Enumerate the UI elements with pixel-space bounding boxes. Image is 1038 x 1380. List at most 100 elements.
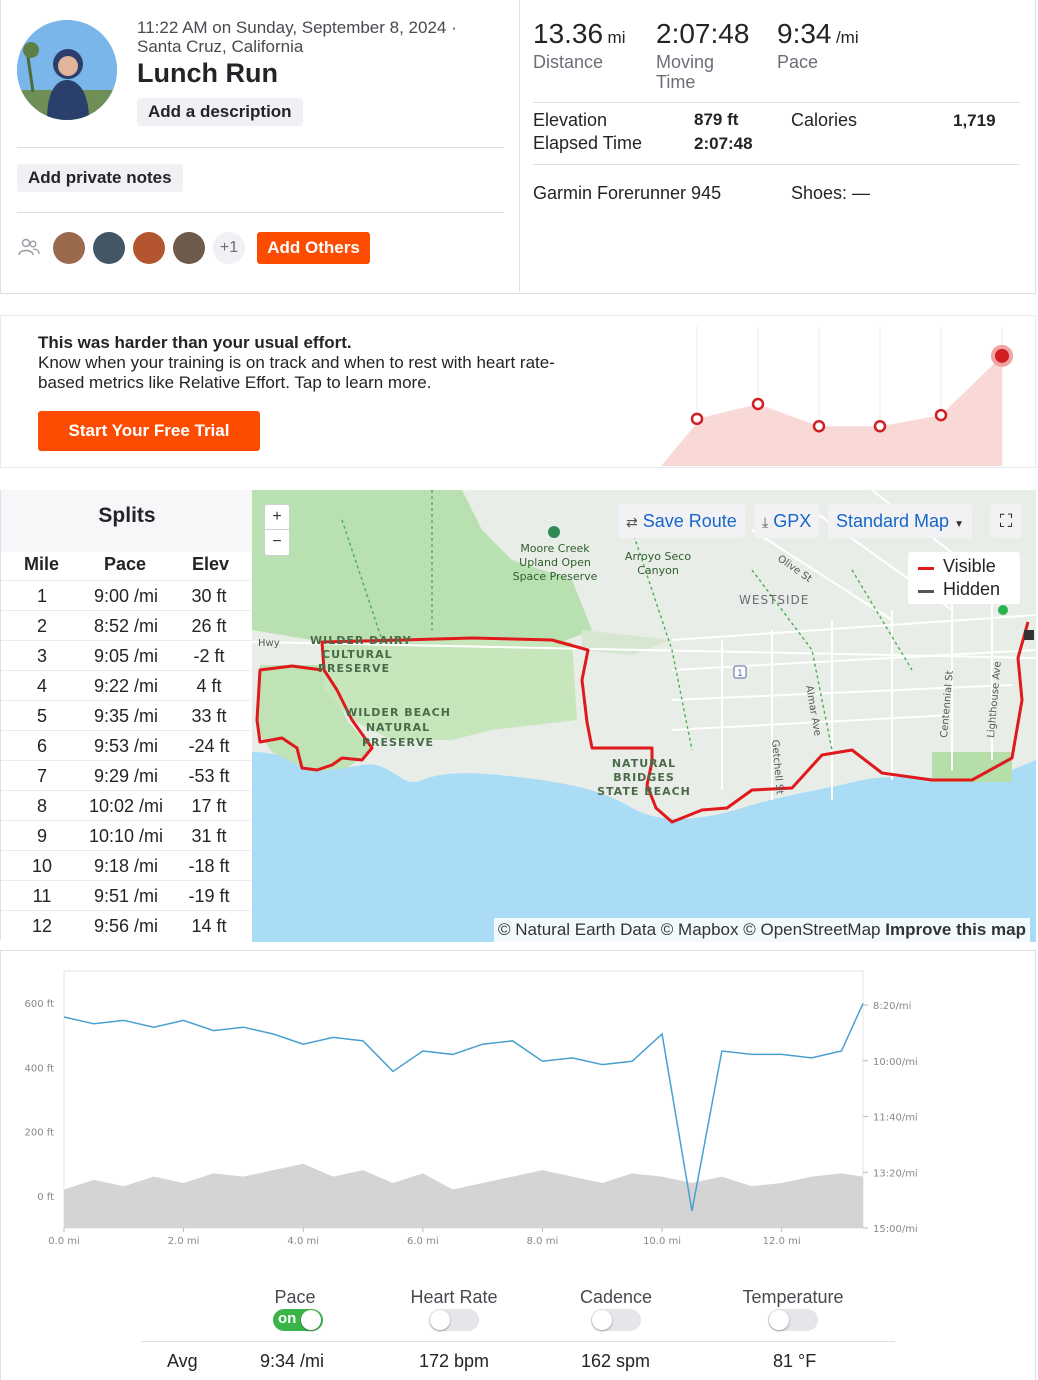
- cadence-avg-value: 162 spm: [581, 1351, 651, 1371]
- map-label-wilder-beach-2: NATURAL: [366, 721, 430, 734]
- attribution-text: © Natural Earth Data © Mapbox © OpenStre…: [498, 920, 881, 939]
- splits-row[interactable]: 7 9:29 /mi -53 ft: [1, 760, 251, 790]
- y-right-tick-label: 10:00/mi: [873, 1057, 918, 1068]
- splits-row[interactable]: 5 9:35 /mi 33 ft: [1, 700, 251, 730]
- athlete-avatar[interactable]: [53, 232, 85, 264]
- x-tick-label: 4.0 mi: [287, 1236, 319, 1247]
- zoom-in-button[interactable]: +: [265, 505, 289, 530]
- x-tick-label: 6.0 mi: [407, 1236, 439, 1247]
- save-route-button[interactable]: ⇄ Save Route: [618, 504, 745, 538]
- split-pace: 10:10 /mi: [88, 826, 164, 846]
- split-elev: 17 ft: [191, 796, 227, 816]
- splits-row[interactable]: 11 9:51 /mi -19 ft: [1, 880, 251, 910]
- map-label-getchell-st: Getchell St: [769, 739, 785, 795]
- map-label-moore-creek-2: Upland Open: [519, 556, 591, 569]
- split-elev: 26 ft: [191, 616, 227, 636]
- splits-row[interactable]: 12 9:56 /mi 14 ft: [1, 910, 251, 940]
- splits-row[interactable]: 2 8:52 /mi 26 ft: [1, 610, 251, 640]
- fullscreen-icon: ⛶: [999, 511, 1013, 531]
- splits-row[interactable]: 4 9:22 /mi 4 ft: [1, 670, 251, 700]
- map-label-wilder-dairy-3: PRESERVE: [318, 662, 390, 675]
- y-left-tick-label: 400 ft: [24, 1063, 54, 1074]
- cadence-toggle[interactable]: [591, 1309, 641, 1331]
- pace-toggle[interactable]: on: [273, 1309, 323, 1331]
- add-description-button[interactable]: Add a description: [137, 98, 303, 126]
- route-finish-marker: [1024, 630, 1034, 640]
- split-pace: 8:52 /mi: [93, 616, 159, 636]
- splits-panel: Splits: [0, 490, 253, 940]
- improve-map-link[interactable]: Improve this map: [885, 920, 1026, 939]
- split-elev: 4 ft: [196, 676, 222, 696]
- x-tick-label: 12.0 mi: [763, 1236, 801, 1247]
- calories-label: Calories: [791, 110, 858, 130]
- gpx-button[interactable]: ⤓ GPX: [754, 504, 820, 538]
- heart-rate-stream-label: Heart Rate: [410, 1287, 498, 1307]
- splits-title: Splits: [1, 490, 253, 552]
- split-elev: -2 ft: [193, 646, 225, 666]
- distance-value: 13.36: [533, 18, 604, 49]
- route-map[interactable]: Moore Creek Upland Open Space Preserve A…: [252, 490, 1036, 942]
- map-label-natural-bridges-3: STATE BEACH: [597, 785, 691, 798]
- athlete-avatar[interactable]: [93, 232, 125, 264]
- avg-label: Avg: [167, 1351, 198, 1371]
- heart-rate-toggle[interactable]: [429, 1309, 479, 1331]
- splits-header-elev: Elev: [192, 554, 230, 574]
- map-label-moore-creek-1: Moore Creek: [520, 542, 590, 555]
- chart-axes: 600 ft 400 ft 200 ft 0 ft 8:20/mi 10:00/mi 11:…: [24, 999, 917, 1247]
- pace-value: 9:34: [777, 18, 832, 49]
- map-label-westside: WESTSIDE: [739, 593, 809, 607]
- athlete-avatar[interactable]: [133, 232, 165, 264]
- route-icon: ⇄: [626, 514, 638, 530]
- shoes-info[interactable]: Shoes: —: [791, 183, 871, 203]
- effort-point: [934, 408, 948, 422]
- y-right-tick-label: 13:20/mi: [873, 1168, 918, 1179]
- fullscreen-button[interactable]: ⛶: [990, 504, 1022, 538]
- add-others-button[interactable]: Add Others: [257, 232, 370, 264]
- effort-points: [690, 344, 1013, 433]
- start-free-trial-button[interactable]: Start Your Free Trial: [38, 411, 260, 451]
- park-area: [932, 752, 1012, 782]
- splits-row[interactable]: 1 9:00 /mi 30 ft: [1, 580, 251, 610]
- splits-header-pace: Pace: [104, 554, 147, 574]
- splits-row[interactable]: 6 9:53 /mi -24 ft: [1, 730, 251, 760]
- map-label-arroyo-seco-1: Arroyo Seco: [625, 550, 691, 563]
- pace-stream-label: Pace: [274, 1287, 316, 1307]
- toggle-knob: [430, 1310, 450, 1330]
- distance-label: Distance: [533, 52, 604, 72]
- legend-hidden-label: Hidden: [943, 579, 1001, 599]
- splits-row[interactable]: 8 10:02 /mi 17 ft: [1, 790, 251, 820]
- split-mile: 12: [32, 916, 53, 936]
- split-mile: 6: [36, 736, 47, 756]
- avatar-image: [17, 20, 117, 120]
- splits-row[interactable]: 10 9:18 /mi -18 ft: [1, 850, 251, 880]
- activity-title[interactable]: Lunch Run: [137, 58, 278, 88]
- split-pace: 9:00 /mi: [93, 586, 159, 606]
- effort-chart: [661, 326, 1013, 466]
- elapsed-time-value: 2:07:48: [694, 134, 753, 153]
- zoom-out-button[interactable]: −: [272, 533, 282, 550]
- map-attribution: © Natural Earth Data © Mapbox © OpenStre…: [494, 918, 1030, 942]
- distance-stat: 13.36 mi Distance: [533, 18, 625, 72]
- activity-datetime: 11:22 AM on Sunday, September 8, 2024 ·: [137, 18, 457, 37]
- y-left-tick-label: 600 ft: [24, 999, 54, 1010]
- highway-shield-icon: [733, 665, 747, 679]
- split-mile: 5: [36, 706, 47, 726]
- athlete-avatar[interactable]: [173, 232, 205, 264]
- add-private-notes-button[interactable]: Add private notes: [17, 164, 183, 192]
- splits-row[interactable]: 9 10:10 /mi 31 ft: [1, 820, 251, 850]
- more-athletes-badge[interactable]: +1: [213, 232, 245, 264]
- map-style-select[interactable]: Standard Map ▼: [828, 504, 972, 538]
- divider: [17, 212, 504, 213]
- avatar[interactable]: [17, 20, 117, 120]
- split-elev: -19 ft: [188, 886, 230, 906]
- split-pace: 9:35 /mi: [93, 706, 159, 726]
- trails: [341, 490, 913, 751]
- map-label-lighthouse-ave: Lighthouse Ave: [986, 661, 1004, 738]
- divider: [141, 1341, 895, 1342]
- temperature-toggle[interactable]: [768, 1309, 818, 1331]
- route-start-marker: [998, 605, 1008, 615]
- legend-hidden-swatch: [918, 590, 934, 593]
- splits-row[interactable]: 3 9:05 /mi -2 ft: [1, 640, 251, 670]
- cadence-stream-label: Cadence: [579, 1287, 653, 1307]
